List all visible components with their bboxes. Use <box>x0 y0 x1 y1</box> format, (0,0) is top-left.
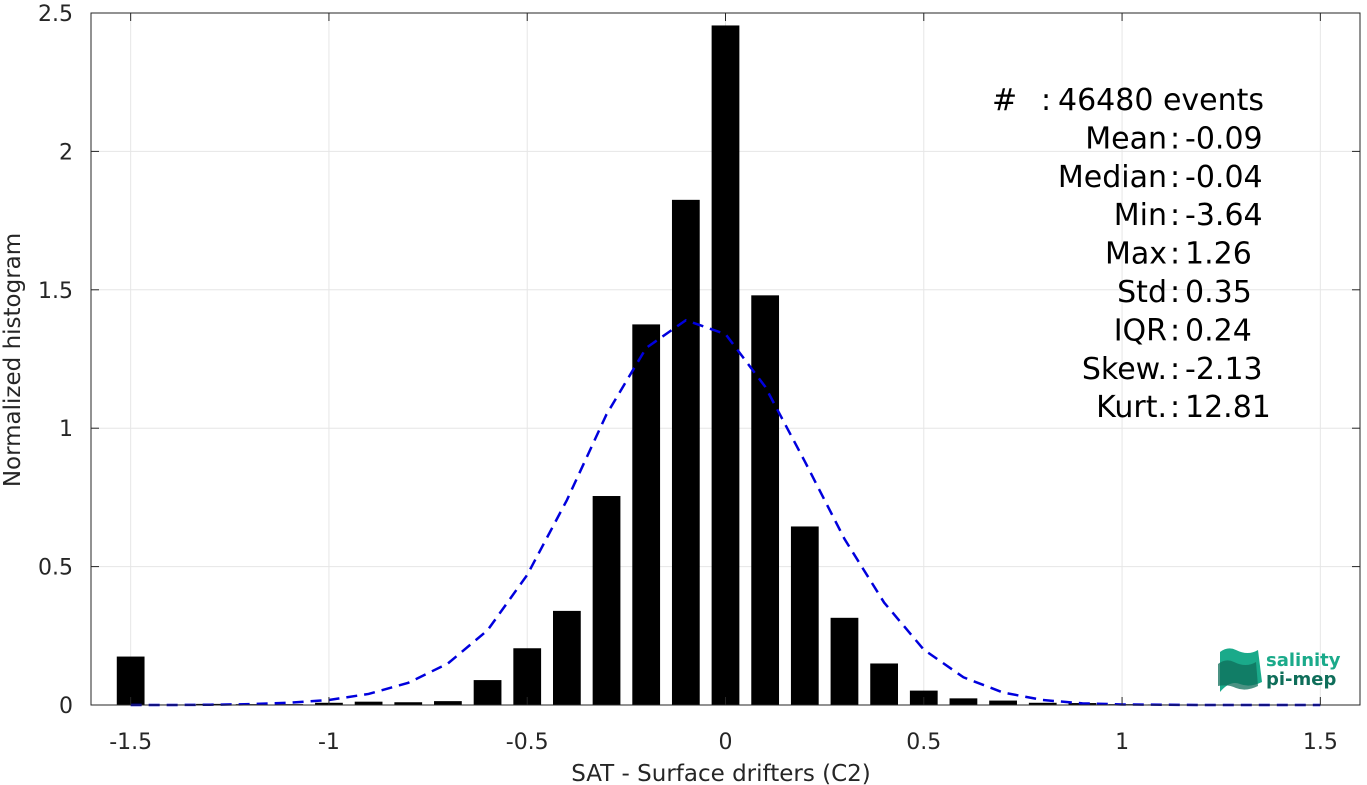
stat-value: 1.26 <box>1185 237 1252 272</box>
stat-label: IQR <box>1114 313 1167 348</box>
stat-separator: : <box>1170 198 1180 233</box>
stat-row: Max:1.26 <box>1105 237 1252 272</box>
stat-value: -0.09 <box>1185 121 1263 156</box>
wave-icon <box>1218 648 1262 692</box>
histogram-bar <box>830 617 859 705</box>
y-tick-label: 0 <box>59 694 73 719</box>
stat-value: 0.35 <box>1185 275 1252 310</box>
stat-value: -3.64 <box>1185 198 1263 233</box>
histogram-bar <box>989 700 1017 705</box>
stat-row: Skew.: -2.13 <box>1082 352 1263 387</box>
stat-separator: : <box>1170 313 1180 348</box>
stat-separator: : <box>1170 160 1180 195</box>
x-tick-label: 0 <box>719 730 733 755</box>
stat-separator: : <box>1170 121 1180 156</box>
histogram-bar <box>552 610 581 705</box>
stat-label: Median <box>1058 160 1167 195</box>
y-axis-label: Normalized histogram <box>0 233 26 487</box>
stat-label: # <box>992 83 1017 118</box>
stat-row: Std:0.35 <box>1117 275 1252 310</box>
x-tick-label: 1.5 <box>1303 730 1338 755</box>
stat-label: Max <box>1105 237 1167 272</box>
stat-label: Mean <box>1085 121 1167 156</box>
x-tick-label: 0.5 <box>906 730 941 755</box>
stat-separator: : <box>1170 237 1180 272</box>
histogram-bar <box>434 701 462 705</box>
stat-row: Min: -3.64 <box>1114 198 1263 233</box>
x-tick-label: -1.5 <box>109 730 152 755</box>
y-tick-label: 0.5 <box>38 556 73 581</box>
histogram-bar <box>513 648 542 705</box>
x-tick-label: 1 <box>1115 730 1129 755</box>
stat-value: 12.81 <box>1185 390 1271 425</box>
histogram-bars <box>116 25 1335 706</box>
y-tick-label: 1 <box>59 417 73 442</box>
y-tick-label: 1.5 <box>38 279 73 304</box>
histogram-bar <box>1028 702 1057 705</box>
stat-label: Skew. <box>1082 352 1167 387</box>
stat-separator: : <box>1170 275 1180 310</box>
stat-separator: : <box>1041 83 1051 118</box>
y-tick-label: 2.5 <box>38 2 73 27</box>
stat-row: IQR:0.24 <box>1114 313 1252 348</box>
histogram-bar <box>473 680 502 705</box>
stat-value: -2.13 <box>1185 352 1263 387</box>
stat-row: #:46480 events <box>992 83 1264 118</box>
y-tick-label: 2 <box>59 140 73 165</box>
stat-label: Kurt. <box>1096 390 1167 425</box>
stat-separator: : <box>1170 390 1180 425</box>
x-axis-ticks: -1.5 -1 -0.5 0 0.5 1 1.5 <box>109 13 1338 755</box>
stat-label: Std <box>1117 275 1167 310</box>
histogram-bar <box>711 25 740 706</box>
x-tick-label: -0.5 <box>506 730 549 755</box>
histogram-bar <box>671 199 700 705</box>
histogram-bar <box>949 698 978 705</box>
stat-row: Median: -0.04 <box>1058 160 1263 195</box>
histogram-bar <box>394 702 423 705</box>
logo-text-pimep: pi-mep <box>1266 669 1336 690</box>
salinity-pimep-logo: salinity pi-mep <box>1218 648 1341 692</box>
histogram-bar <box>632 324 661 705</box>
histogram-bar <box>592 496 621 705</box>
histogram-bar <box>751 295 780 705</box>
stat-value: -0.04 <box>1185 160 1263 195</box>
x-axis-label: SAT - Surface drifters (C2) <box>571 761 871 785</box>
histogram-bar <box>790 526 819 705</box>
stat-value: 46480 events <box>1058 83 1264 118</box>
histogram-bar <box>354 701 383 705</box>
histogram-bar <box>870 663 899 705</box>
stat-separator: : <box>1170 352 1180 387</box>
stat-label: Min <box>1114 198 1167 233</box>
y-axis-ticks: 0 0.5 1 1.5 2 2.5 <box>38 2 1360 719</box>
stat-row: Mean: -0.09 <box>1085 121 1262 156</box>
x-tick-label: -1 <box>318 730 340 755</box>
logo-text-salinity: salinity <box>1266 650 1341 671</box>
stat-value: 0.24 <box>1185 313 1252 348</box>
histogram-bar <box>116 656 145 705</box>
stat-row: Kurt.:12.81 <box>1096 390 1271 425</box>
